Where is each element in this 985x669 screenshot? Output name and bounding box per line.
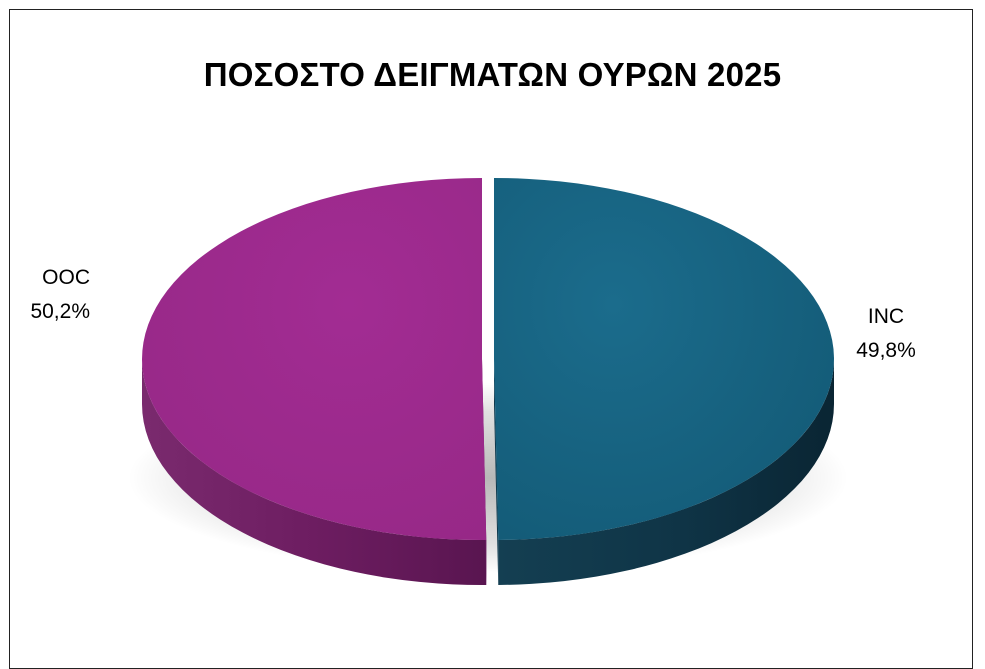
data-label-name-ooc: OOC bbox=[42, 266, 90, 289]
pie-chart: INC 49,8% OOC 50,2% bbox=[30, 177, 916, 586]
pie-slice-ooc bbox=[142, 178, 487, 541]
data-label-name-inc: INC bbox=[868, 305, 904, 328]
pie-slice-side-ooc bbox=[142, 359, 487, 586]
data-label-pct-inc: 49,8% bbox=[856, 339, 916, 362]
chart-title: ΠΟΣΟΣΤΟ ΔΕΙΓΜΑΤΩΝ ΟΥΡΩΝ 2025 bbox=[203, 56, 782, 93]
data-label-pct-ooc: 50,2% bbox=[30, 300, 90, 323]
pie-slice-cut-inc bbox=[493, 358, 499, 585]
pie-slice-side-inc bbox=[498, 358, 834, 585]
pie-slice-inc bbox=[493, 177, 835, 540]
